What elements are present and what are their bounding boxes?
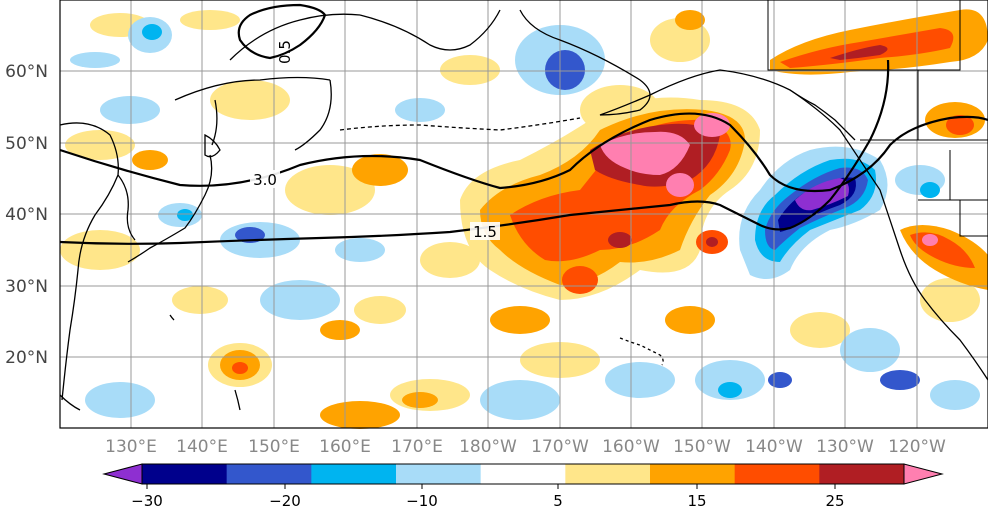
- longitude-axis: 130°E 140°E 150°E 160°E 170°E 180°W 170°…: [105, 437, 946, 457]
- contour-0-5: [237, 3, 327, 60]
- sakhalin: [211, 99, 218, 146]
- colorbar-bin: [226, 464, 312, 484]
- lon-label-120w: 120°W: [888, 437, 946, 457]
- colorbar-tick-15: 15: [687, 492, 706, 510]
- colorbar-bin: [734, 464, 820, 484]
- latitude-axis: 60°N 50°N 40°N 30°N 20°N: [5, 62, 48, 368]
- siberia-coast: [229, 13, 361, 61]
- lat-label-50: 50°N: [5, 134, 48, 154]
- lat-label-60: 60°N: [5, 62, 48, 82]
- contour-label-3-0: 3.0: [253, 171, 277, 189]
- colorbar-bin: [565, 464, 651, 484]
- colorbar-extend-right: [903, 463, 944, 485]
- okhotsk-coast: [174, 76, 331, 101]
- colorbar-bin: [311, 464, 397, 484]
- anomaly-shading: [60, 9, 988, 429]
- graticule: [60, 0, 988, 428]
- hokkaido: [204, 133, 221, 158]
- map-border: [59, 0, 988, 429]
- colorbar-bins: [142, 464, 905, 484]
- lat-label-40: 40°N: [5, 205, 48, 225]
- lon-label-140e: 140°E: [176, 437, 228, 457]
- lon-label-140w: 140°W: [745, 437, 803, 457]
- warm-anomaly-coast: [770, 9, 988, 290]
- contour-1-5: [59, 59, 890, 245]
- map-panel: 3.0 1.5 0.5: [59, 0, 988, 429]
- colorbar: −30 −20 −10 5 15 25: [102, 463, 944, 510]
- colorbar-bin: [396, 464, 482, 484]
- lat-label-20: 20°N: [5, 348, 48, 368]
- colorbar-tick--10: −10: [406, 492, 438, 510]
- kamchatka: [294, 79, 332, 151]
- lon-label-160w: 160°W: [602, 437, 660, 457]
- hawaii-islands: [619, 337, 664, 366]
- colorbar-bin: [480, 464, 566, 484]
- japan-islands: [127, 154, 213, 263]
- colorbar-frame: [141, 463, 905, 485]
- aleutian-islands: [339, 117, 581, 131]
- lon-label-130w: 130°W: [816, 437, 874, 457]
- lon-label-160e: 160°E: [319, 437, 371, 457]
- contour-label-0-5: 0.5: [276, 40, 294, 64]
- lon-label-130e: 130°E: [105, 437, 157, 457]
- colorbar-ticks: [146, 484, 836, 489]
- colorbar-tick--20: −20: [269, 492, 301, 510]
- contour-label-1-5: 1.5: [473, 223, 497, 241]
- colorbar-tick--30: −30: [131, 492, 163, 510]
- colorbar-tick-25: 25: [825, 492, 844, 510]
- colorbar-bin: [650, 464, 736, 484]
- colorbar-extend-left: [102, 463, 143, 485]
- coastlines: [59, 0, 988, 411]
- alaska-coastline: [519, 9, 988, 381]
- korea-peninsula: [117, 174, 136, 241]
- lon-label-170e: 170°E: [391, 437, 443, 457]
- lon-label-150w: 150°W: [673, 437, 731, 457]
- warm-anomaly-core: [460, 97, 760, 300]
- colorbar-bin: [142, 464, 228, 484]
- political-borders: [767, 0, 988, 237]
- lat-label-30: 30°N: [5, 277, 48, 297]
- colorbar-tick-5: 5: [553, 492, 563, 510]
- lon-label-170w: 170°W: [531, 437, 589, 457]
- lon-label-180w: 180°W: [459, 437, 517, 457]
- pacific-islands: [59, 314, 241, 411]
- bc-coastline: [789, 89, 856, 141]
- asia-coastline: [59, 122, 119, 401]
- colorbar-bin: [819, 464, 905, 484]
- chukotka: [359, 9, 501, 51]
- lon-label-150e: 150°E: [248, 437, 300, 457]
- contour-labels: 3.0 1.5 0.5: [250, 40, 500, 241]
